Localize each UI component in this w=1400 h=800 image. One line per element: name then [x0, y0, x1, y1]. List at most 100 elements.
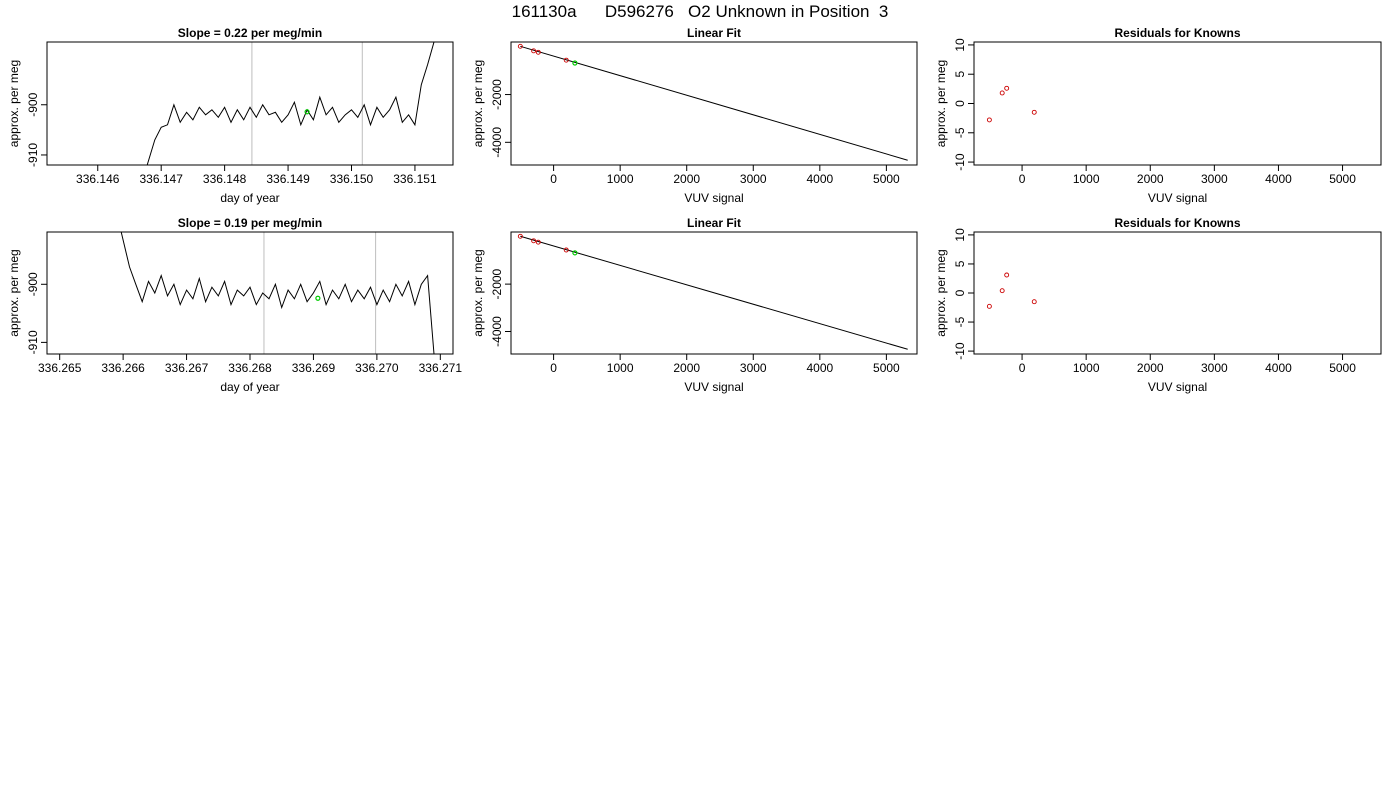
- y-tick-label: -900: [26, 92, 40, 116]
- x-tick-label: 2000: [673, 172, 700, 186]
- x-tick-label: 336.151: [393, 172, 437, 186]
- y-tick-label: 10: [953, 38, 967, 52]
- x-tick-label: 2000: [673, 361, 700, 375]
- x-tick-label: 0: [550, 361, 557, 375]
- x-axis-label: day of year: [220, 380, 279, 394]
- known-point: [986, 117, 992, 123]
- unknown-point: [315, 295, 321, 301]
- y-tick-label: -910: [26, 330, 40, 354]
- x-tick-label: 0: [1019, 361, 1026, 375]
- plot-frame: [510, 41, 918, 166]
- known-point: [531, 238, 537, 244]
- known-point: [517, 43, 523, 49]
- x-tick-label: 336.266: [101, 361, 145, 375]
- y-tick-label: 10: [953, 228, 967, 242]
- known-point: [517, 233, 523, 239]
- y-tick-label: 5: [953, 260, 967, 267]
- y-tick-label: 0: [953, 100, 967, 107]
- y-tick-label: -2000: [490, 79, 504, 110]
- y-tick-label: -4000: [490, 127, 504, 158]
- plot-frame: [46, 41, 454, 166]
- x-tick-label: 5000: [1329, 361, 1356, 375]
- known-point: [999, 90, 1005, 96]
- y-tick-label: -10: [953, 342, 967, 360]
- x-tick-label: 0: [550, 172, 557, 186]
- y-tick-label: -5: [953, 127, 967, 138]
- x-tick-label: 1000: [1073, 172, 1100, 186]
- x-tick-label: 5000: [873, 361, 900, 375]
- x-tick-label: 2000: [1137, 172, 1164, 186]
- known-point: [1031, 299, 1037, 305]
- x-tick-label: 336.268: [228, 361, 272, 375]
- x-axis-label: day of year: [220, 191, 279, 205]
- fit-line: [520, 45, 908, 161]
- x-tick-label: 336.149: [266, 172, 310, 186]
- x-tick-label: 336.269: [292, 361, 336, 375]
- known-point: [563, 247, 569, 253]
- series-line: [146, 42, 435, 165]
- series-line: [120, 232, 435, 354]
- known-point: [1004, 85, 1010, 91]
- known-point: [563, 57, 569, 63]
- unknown-point: [572, 250, 578, 256]
- x-tick-label: 4000: [1265, 172, 1292, 186]
- x-tick-label: 336.146: [76, 172, 120, 186]
- y-axis-label: approx. per meg: [7, 60, 21, 147]
- chart-panel-fit1: Linear Fit 0 1000 2000 3000 4000 5000 -4000 -200…: [471, 26, 918, 205]
- chart-title: Residuals for Knowns: [1114, 26, 1240, 40]
- x-axis-label: VUV signal: [1148, 191, 1207, 205]
- page-title: 161130a D596276 O2 Unknown in Position 3: [511, 2, 889, 21]
- plot-frame: [510, 231, 918, 355]
- x-tick-label: 2000: [1137, 361, 1164, 375]
- known-point: [999, 288, 1005, 294]
- x-tick-label: 1000: [607, 361, 634, 375]
- x-tick-label: 5000: [1329, 172, 1356, 186]
- y-axis-label: approx. per meg: [471, 60, 485, 147]
- x-tick-label: 4000: [1265, 361, 1292, 375]
- x-tick-label: 3000: [740, 172, 767, 186]
- y-axis-label: approx. per meg: [7, 249, 21, 336]
- x-tick-label: 336.271: [419, 361, 463, 375]
- x-tick-label: 5000: [873, 172, 900, 186]
- unknown-point: [304, 109, 310, 115]
- known-point: [1031, 109, 1037, 115]
- y-tick-label: 0: [953, 289, 967, 296]
- plot-frame: [46, 231, 454, 355]
- known-point: [535, 239, 541, 245]
- y-axis-label: approx. per meg: [471, 249, 485, 336]
- chart-panel-res2: Residuals for Knowns 0 1000 2000 3000 4000 500…: [934, 216, 1382, 394]
- y-tick-label: -2000: [490, 268, 504, 299]
- chart-panel-ts1: Slope = 0.22 per meg/min 336.146 336.147 33…: [7, 26, 454, 205]
- known-point: [535, 49, 541, 55]
- x-axis-label: VUV signal: [684, 380, 743, 394]
- x-tick-label: 336.265: [38, 361, 82, 375]
- chart-title: Linear Fit: [687, 216, 741, 230]
- x-tick-label: 336.148: [203, 172, 247, 186]
- chart-title: Residuals for Knowns: [1114, 216, 1240, 230]
- plot-frame: [973, 231, 1382, 355]
- x-tick-label: 3000: [1201, 172, 1228, 186]
- y-tick-label: 5: [953, 71, 967, 78]
- chart-title: Slope = 0.22 per meg/min: [178, 26, 322, 40]
- x-tick-label: 3000: [740, 361, 767, 375]
- chart-panel-fit2: Linear Fit 0 1000 2000 3000 4000 5000 -4000 -200…: [471, 216, 918, 394]
- fit-line: [520, 235, 908, 350]
- y-tick-label: -900: [26, 272, 40, 296]
- x-tick-label: 336.270: [355, 361, 399, 375]
- chart-panel-res1: Residuals for Knowns 0 1000 2000 3000 4000 500…: [934, 26, 1382, 205]
- x-tick-label: 0: [1019, 172, 1026, 186]
- x-axis-label: VUV signal: [1148, 380, 1207, 394]
- y-axis-label: approx. per meg: [934, 249, 948, 336]
- x-tick-label: 336.267: [165, 361, 209, 375]
- unknown-point: [572, 60, 578, 66]
- x-tick-label: 3000: [1201, 361, 1228, 375]
- chart-title: Linear Fit: [687, 26, 741, 40]
- y-tick-label: -4000: [490, 316, 504, 347]
- x-tick-label: 1000: [607, 172, 634, 186]
- x-tick-label: 1000: [1073, 361, 1100, 375]
- chart-panel-ts2: Slope = 0.19 per meg/min 336.265 336.266 33…: [7, 216, 462, 394]
- known-point: [1004, 272, 1010, 278]
- known-point: [986, 303, 992, 309]
- chart-title: Slope = 0.19 per meg/min: [178, 216, 322, 230]
- y-tick-label: -5: [953, 316, 967, 327]
